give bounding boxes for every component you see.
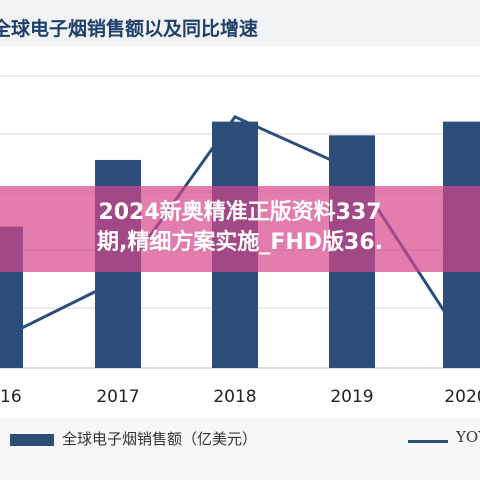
x-tick-label: 2019 (330, 387, 373, 407)
chart-title: 全球电子烟销售额以及同比增速 (0, 18, 259, 40)
yoy-point-2016 (0, 338, 1, 340)
x-tick-label: 2017 (96, 387, 139, 407)
legend-line-swatch (408, 440, 448, 443)
chart-title-container: 全球电子烟销售额以及同比增速 (0, 14, 480, 44)
legend-line-label: YOY (456, 428, 480, 446)
legend-bar-label: 全球电子烟销售额（亿美元） (62, 430, 258, 448)
legend (0, 418, 480, 480)
yoy-point-2018 (234, 116, 236, 118)
x-axis-ticks: 2016 2017 2018 2019 2020 (0, 387, 480, 407)
x-tick-label: 2020 (444, 387, 480, 407)
yoy-point-2017 (117, 279, 119, 281)
title-bar (0, 0, 480, 46)
x-tick-label: 2016 (0, 387, 22, 407)
x-tick-label: 2018 (213, 387, 256, 407)
yoy-point-2020 (465, 344, 467, 346)
overlay-banner-text[interactable]: 2024新奥精准正版资料337 期,精细方案实施_FHD版36. (96, 200, 384, 255)
overlay-banner[interactable] (0, 186, 480, 272)
yoy-point-2019 (351, 168, 353, 170)
legend-bar-swatch (10, 434, 54, 446)
